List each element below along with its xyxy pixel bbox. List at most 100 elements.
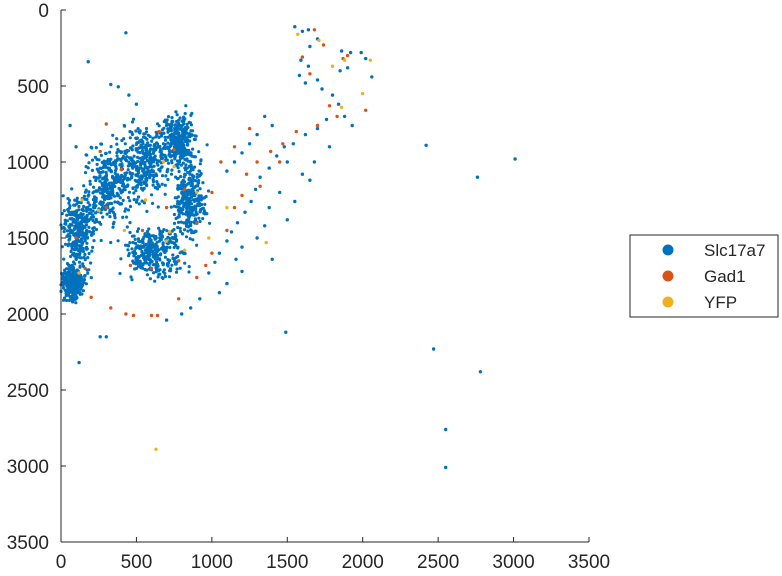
scatter-point — [67, 281, 71, 285]
scatter-point — [154, 186, 158, 190]
y-tick-label: 0 — [38, 1, 49, 22]
scatter-point — [170, 116, 174, 120]
scatter-point — [185, 122, 189, 126]
scatter-point — [111, 225, 115, 229]
scatter-point — [91, 232, 95, 236]
scatter-point — [126, 149, 131, 153]
scatter-point — [107, 181, 111, 185]
legend-box — [629, 234, 779, 318]
scatter-point — [184, 148, 188, 153]
scatter-point — [155, 253, 160, 257]
scatter-point — [77, 200, 81, 204]
scatter-point — [165, 229, 169, 233]
scatter-point — [104, 181, 108, 185]
scatter-point — [240, 151, 244, 155]
scatter-point — [203, 202, 207, 206]
scatter-point — [116, 85, 121, 89]
scatter-point — [132, 154, 136, 158]
scatter-point — [104, 122, 109, 126]
scatter-point — [161, 263, 165, 267]
scatter-point — [130, 159, 135, 163]
scatter-point — [294, 129, 298, 134]
scatter-point — [73, 262, 77, 266]
scatter-point — [364, 56, 368, 61]
scatter-point — [513, 157, 517, 161]
scatter-point — [164, 318, 169, 322]
scatter-point — [129, 275, 133, 279]
scatter-point — [170, 159, 174, 163]
scatter-point — [176, 225, 180, 230]
scatter-point — [169, 205, 173, 209]
scatter-point — [81, 262, 85, 266]
scatter-point — [185, 197, 189, 201]
scatter-point — [109, 306, 113, 310]
scatter-point — [77, 208, 81, 212]
scatter-point — [143, 136, 147, 140]
scatter-point — [78, 290, 82, 294]
scatter-point — [193, 134, 197, 138]
scatter-point — [148, 277, 152, 281]
scatter-point — [148, 251, 152, 255]
scatter-point — [97, 208, 101, 213]
scatter-point — [67, 291, 71, 295]
scatter-point — [174, 234, 178, 238]
scatter-point — [134, 129, 138, 133]
scatter-point — [179, 126, 183, 130]
scatter-point — [232, 160, 237, 164]
scatter-point — [67, 243, 71, 247]
scatter-point — [144, 143, 148, 147]
scatter-point — [142, 201, 146, 205]
scatter-point — [152, 144, 156, 148]
scatter-point — [154, 236, 158, 240]
scatter-point — [167, 240, 171, 244]
scatter-point — [308, 178, 312, 182]
scatter-point — [128, 241, 132, 245]
scatter-point — [342, 114, 347, 119]
scatter-point — [113, 159, 117, 163]
scatter-point — [162, 126, 166, 130]
scatter-point — [171, 120, 175, 124]
scatter-point — [147, 257, 151, 261]
scatter-point — [85, 153, 89, 157]
series-gad1 — [74, 28, 368, 318]
scatter-point — [181, 195, 185, 200]
scatter-point — [94, 227, 98, 232]
scatter-point — [189, 123, 193, 127]
scatter-point — [247, 126, 252, 131]
scatter-point — [293, 199, 297, 204]
scatter-point — [234, 257, 238, 261]
scatter-point — [186, 142, 190, 146]
scatter-point — [72, 213, 76, 217]
scatter-point — [141, 188, 145, 192]
scatter-point — [63, 268, 67, 272]
scatter-point — [178, 155, 182, 159]
scatter-point — [155, 180, 159, 184]
scatter-point — [67, 209, 71, 214]
scatter-point — [171, 256, 175, 261]
scatter-point — [106, 203, 110, 207]
scatter-point — [134, 161, 138, 165]
scatter-point — [217, 291, 222, 295]
scatter-point — [121, 182, 126, 186]
scatter-point — [225, 228, 229, 233]
scatter-point — [193, 165, 197, 169]
scatter-point — [83, 171, 88, 175]
scatter-point — [181, 161, 185, 165]
scatter-point — [109, 145, 113, 149]
scatter-point — [255, 236, 259, 240]
scatter-point — [315, 78, 320, 82]
scatter-point — [178, 229, 183, 234]
scatter-point — [171, 236, 175, 240]
scatter-point — [74, 145, 78, 149]
scatter-point — [166, 135, 170, 139]
scatter-point — [193, 155, 197, 159]
legend-label: YFP — [704, 293, 737, 312]
scatter-point — [125, 225, 129, 229]
scatter-point — [183, 261, 187, 265]
scatter-point — [135, 147, 139, 151]
scatter-point — [118, 271, 122, 276]
scatter-point — [135, 184, 139, 188]
scatter-point — [119, 257, 123, 261]
scatter-point — [202, 196, 206, 200]
scatter-point — [81, 227, 85, 231]
